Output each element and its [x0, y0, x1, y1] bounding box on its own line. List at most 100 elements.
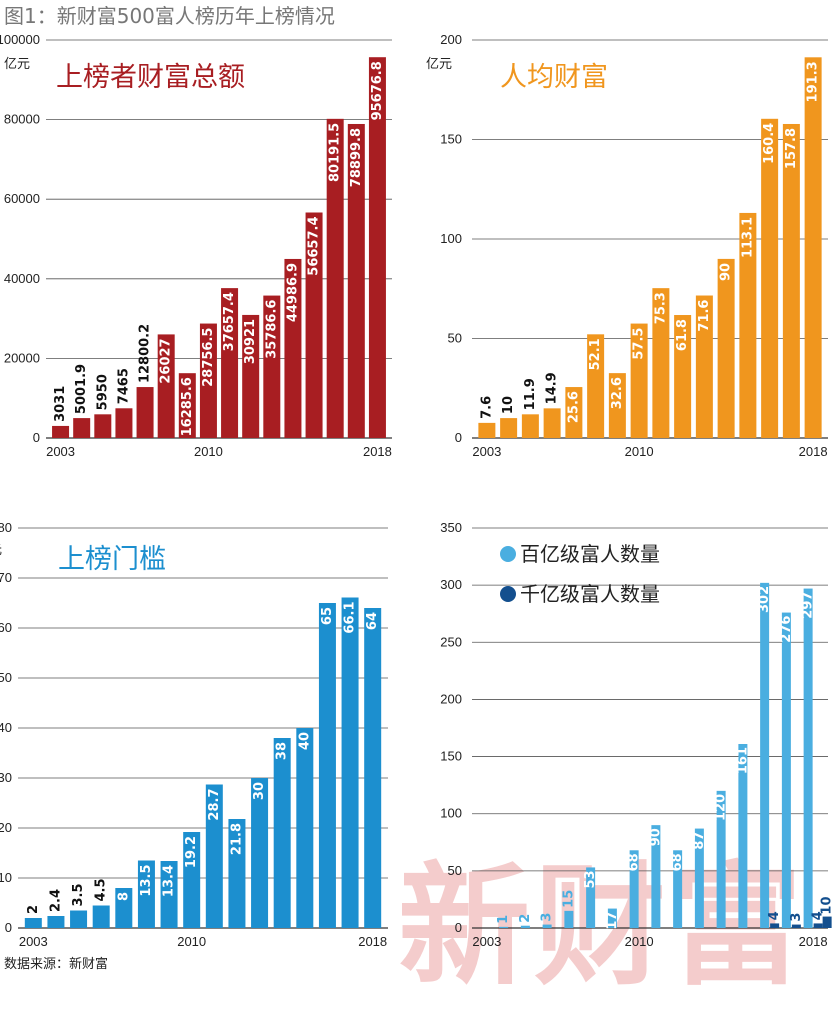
bar: [500, 418, 518, 438]
x-tick-label: 2010: [625, 934, 654, 949]
bar-value-label: 53: [583, 870, 598, 888]
bar-value-label: 14.9: [545, 372, 560, 404]
bar-value-label: 75.3: [653, 292, 668, 324]
bar: [137, 860, 155, 928]
chart-title: 上榜者财富总额: [56, 62, 245, 93]
bar: [478, 422, 496, 438]
bar-value-label: 32.6: [610, 377, 625, 409]
x-tick-label: 2018: [358, 934, 387, 949]
bar-value-label: 191.3: [806, 61, 821, 102]
x-tick-label: 2010: [194, 444, 223, 459]
bar-thousand-extra: [822, 916, 832, 928]
bar-value-label: 64: [365, 612, 380, 630]
bar: [565, 387, 583, 438]
x-tick-label: 2003: [472, 444, 501, 459]
bar-value-label: 7465: [116, 368, 131, 404]
bar-thousand: [770, 923, 780, 928]
bar: [242, 314, 260, 438]
x-tick-label: 2018: [363, 444, 392, 459]
bar: [739, 212, 757, 438]
bar-value-label: 4: [767, 911, 782, 920]
bar-value-label: 160.4: [762, 123, 777, 164]
bar-value-label: 21.8: [229, 823, 244, 855]
bar: [251, 778, 269, 928]
y-tick-label: 250: [440, 634, 462, 649]
bar-value-label: 95676.8: [370, 61, 385, 120]
bar-value-label: 61.8: [675, 319, 690, 351]
bar-value-label: 16285.6: [180, 377, 195, 436]
bar-value-label: 113.1: [740, 217, 755, 258]
bar-value-label: 68: [670, 853, 685, 871]
bar: [221, 288, 239, 438]
y-tick-label: 300: [440, 577, 462, 592]
y-tick-label: 50: [448, 331, 462, 346]
bar-value-label: 3031: [53, 386, 68, 422]
y-tick-label: 50: [0, 670, 12, 685]
bar-value-label: 3: [789, 913, 804, 922]
bar-value-label: 35786.6: [264, 300, 279, 359]
bar-value-label: 38: [275, 742, 290, 760]
bar-value-label: 66.1: [343, 602, 358, 634]
bar: [228, 819, 246, 928]
bar-hundred: [738, 744, 748, 928]
bar: [92, 905, 110, 928]
bar-value-label: 65: [320, 607, 335, 625]
legend-marker: [500, 586, 516, 602]
x-tick-label: 2003: [46, 444, 75, 459]
bar: [608, 373, 626, 438]
bar-hundred: [760, 582, 770, 928]
bar-value-label: 10: [820, 896, 832, 914]
bar-value-label: 4: [811, 911, 826, 920]
y-tick-label: 0: [33, 430, 40, 445]
bar: [94, 414, 112, 438]
bar-hundred: [694, 828, 704, 928]
chart-title: 上榜门槛: [58, 544, 166, 575]
x-tick-label: 2018: [799, 444, 828, 459]
bar: [157, 334, 175, 438]
bar: [804, 57, 822, 439]
bar-hundred: [629, 850, 639, 928]
x-tick-label: 2010: [177, 934, 206, 949]
x-tick-label: 2003: [472, 934, 501, 949]
bar-value-label: 120: [714, 794, 729, 821]
bar: [326, 118, 344, 438]
y-tick-label: 100: [440, 231, 462, 246]
bar-value-label: 4.5: [94, 878, 109, 901]
bar-value-label: 276: [779, 616, 794, 643]
bar: [587, 334, 605, 438]
bar: [296, 728, 314, 928]
bar: [52, 425, 70, 438]
bar-value-label: 25.6: [566, 391, 581, 423]
y-tick-label: 30: [0, 770, 12, 785]
bar-value-label: 8: [116, 892, 131, 901]
bar-value-label: 13.4: [162, 865, 177, 897]
x-tick-label: 2010: [625, 444, 654, 459]
bar-value-label: 161: [735, 747, 750, 774]
y-tick-label: 80000: [4, 112, 40, 127]
y-tick-label: 100000: [0, 32, 40, 47]
bar: [341, 597, 359, 928]
figure-title: 图1：新财富500富人榜历年上榜情况: [4, 4, 335, 28]
bar: [284, 258, 302, 438]
y-tick-label: 350: [440, 520, 462, 535]
bar: [199, 323, 217, 438]
y-tick-label: 0: [455, 920, 462, 935]
bar-hundred: [673, 850, 683, 928]
bar-value-label: 2: [26, 905, 41, 914]
y-tick-label: 150: [440, 132, 462, 147]
bar-hundred: [607, 908, 617, 928]
bar-value-label: 90: [719, 263, 734, 281]
bar-value-label: 17: [605, 912, 620, 930]
y-tick-label: 10: [0, 870, 12, 885]
bar: [183, 832, 201, 928]
legend-label: 千亿级富人数量: [520, 582, 660, 606]
bar-value-label: 11.9: [523, 378, 538, 410]
bar: [347, 123, 365, 439]
bar: [47, 916, 65, 928]
bar-value-label: 5950: [95, 374, 110, 410]
chart-total-wealth: 0 20000 40000 60000 80000 100000 亿元 2003 2010 201…: [0, 32, 392, 459]
y-tick-label: 100: [440, 806, 462, 821]
bar: [115, 408, 133, 438]
bar-value-label: 12800.2: [138, 324, 153, 383]
bar: [521, 414, 539, 438]
